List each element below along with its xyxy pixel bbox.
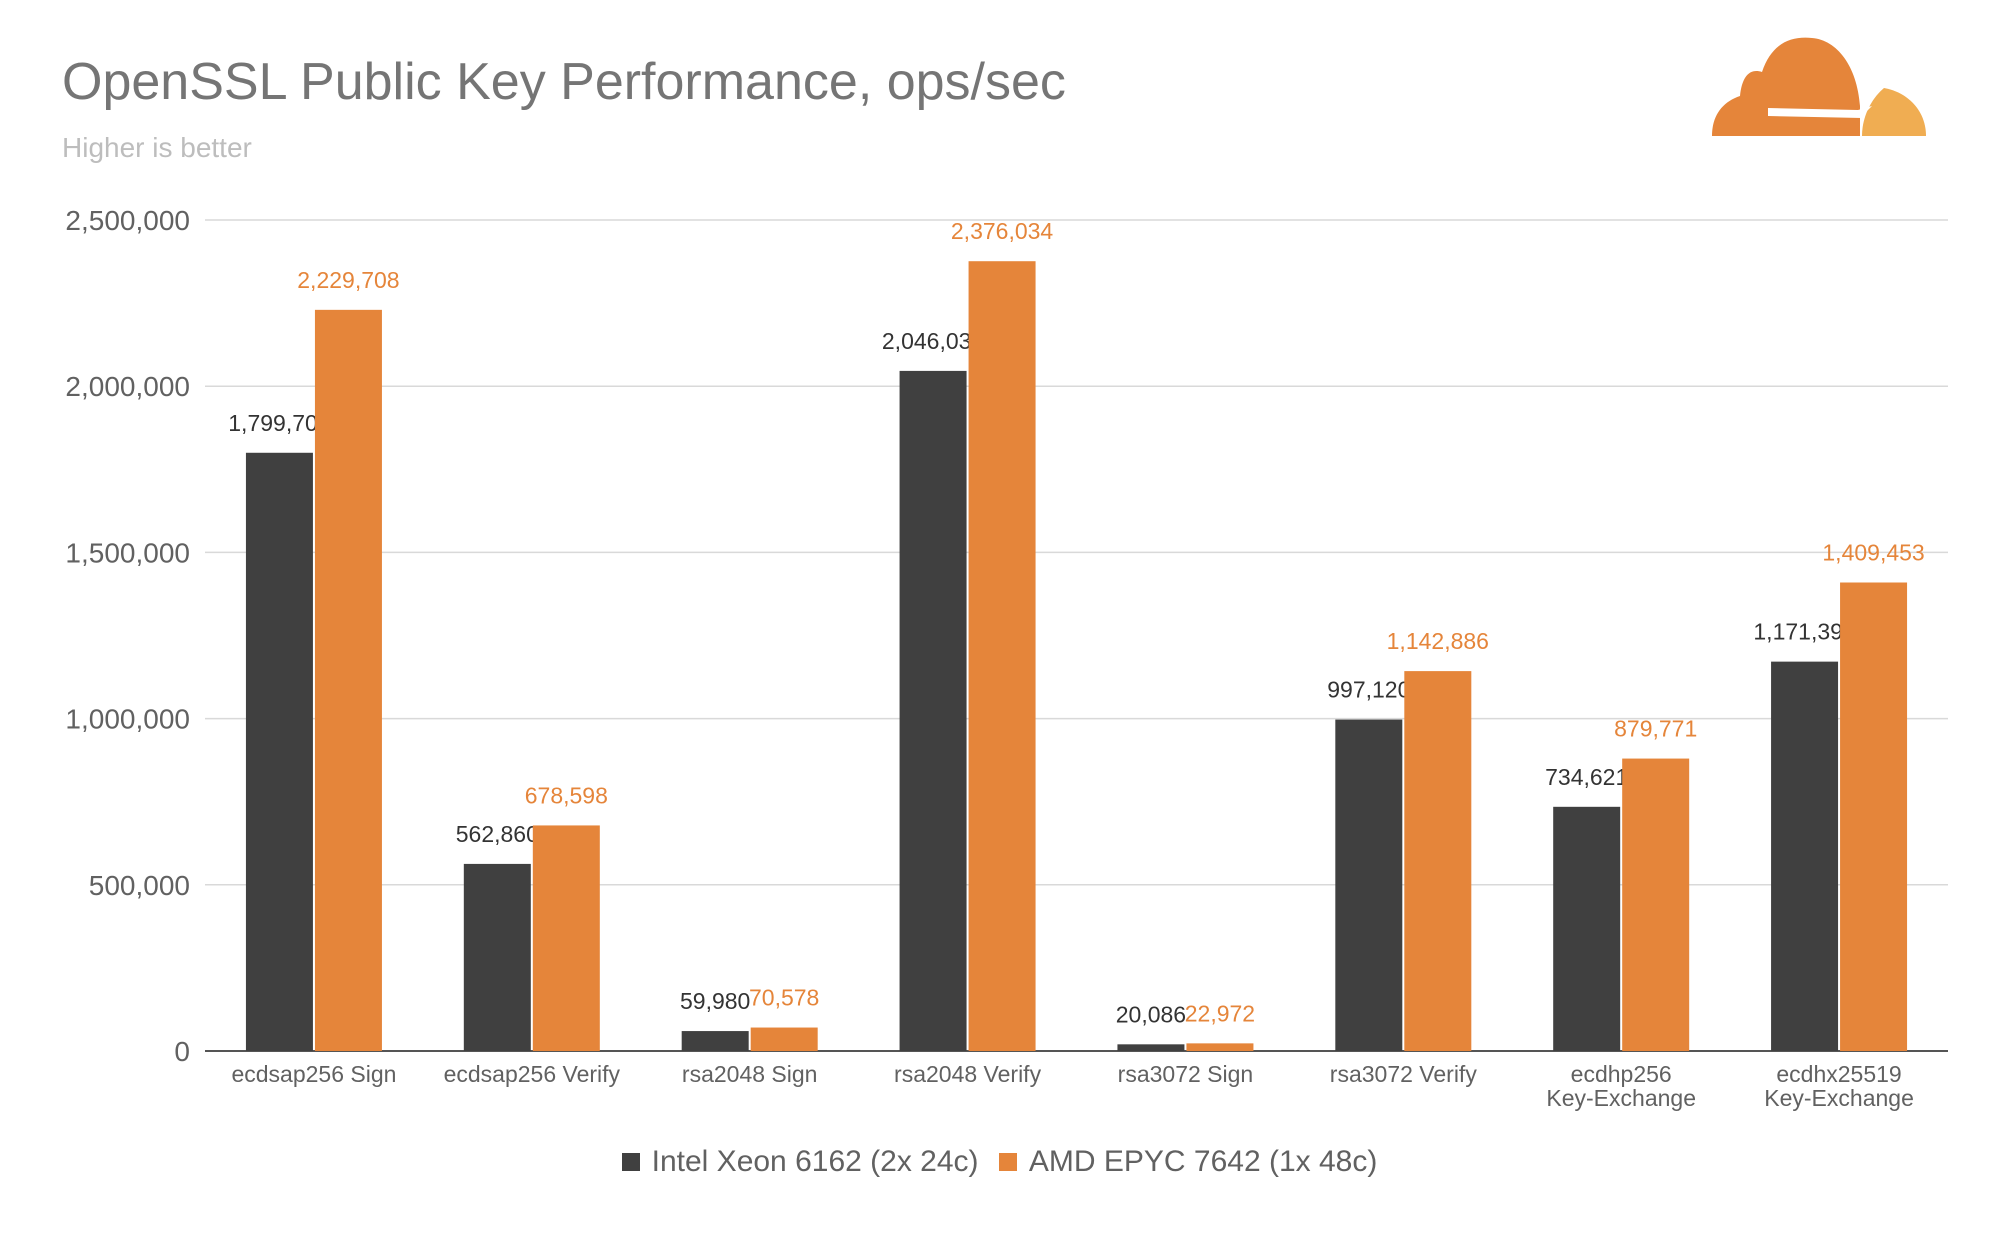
y-tick-label: 0 <box>174 1036 190 1067</box>
bar-intel <box>1117 1044 1185 1051</box>
bar-amd <box>1186 1043 1254 1051</box>
y-tick-label: 2,500,000 <box>65 205 190 236</box>
bar-chart: 0 500,000 1,000,000 1,500,000 2,000,000 2,500… <box>65 205 1948 1111</box>
x-tick-label: Key-Exchange <box>1546 1085 1696 1111</box>
bar-amd <box>532 825 600 1051</box>
chart-title: OpenSSL Public Key Performance, ops/sec <box>62 53 1066 111</box>
bar-intel <box>463 863 531 1051</box>
y-tick-label: 2,000,000 <box>65 371 190 402</box>
data-label: 1,799,709 <box>228 410 330 436</box>
x-tick-label: ecdsap256 Sign <box>231 1061 396 1087</box>
bar-amd <box>968 261 1036 1051</box>
x-tick-label: ecdhx25519 <box>1776 1061 1901 1087</box>
bar-intel <box>245 452 313 1051</box>
data-label: 562,860 <box>456 821 539 847</box>
x-tick-label: ecdsap256 Verify <box>444 1061 621 1087</box>
x-tick-label: rsa2048 Verify <box>894 1061 1042 1087</box>
x-tick-label: rsa2048 Sign <box>682 1061 818 1087</box>
x-tick-label: Key-Exchange <box>1764 1085 1914 1111</box>
data-label: 997,120 <box>1327 677 1410 703</box>
bar-intel <box>681 1031 749 1051</box>
bar-amd <box>750 1027 818 1051</box>
legend-item-intel[interactable]: Intel Xeon 6162 (2x 24c) <box>621 1145 979 1179</box>
y-tick-label: 1,500,000 <box>65 537 190 568</box>
y-tick-label: 1,000,000 <box>65 704 190 735</box>
data-label: 20,086 <box>1116 1001 1186 1027</box>
data-label: 1,142,886 <box>1387 628 1489 654</box>
legend-swatch-intel <box>621 1153 640 1171</box>
data-label: 1,409,453 <box>1822 539 1924 565</box>
x-tick-label: rsa3072 Sign <box>1118 1061 1254 1087</box>
cloudflare-logo-icon <box>1712 37 1926 136</box>
data-label: 1,171,393 <box>1753 619 1855 645</box>
data-label: 59,980 <box>680 988 750 1014</box>
bar-intel <box>1553 806 1621 1051</box>
data-label: 70,578 <box>749 985 819 1011</box>
data-label: 2,376,034 <box>951 218 1054 244</box>
legend: Intel Xeon 6162 (2x 24c) AMD EPYC 7642 (… <box>0 1145 1999 1179</box>
bar-amd <box>314 309 382 1051</box>
legend-item-amd[interactable]: AMD EPYC 7642 (1x 48c) <box>998 1145 1378 1179</box>
bar-amd <box>1404 671 1472 1051</box>
legend-label: AMD EPYC 7642 (1x 48c) <box>1028 1145 1378 1178</box>
data-label: 678,598 <box>525 782 608 808</box>
data-label: 879,771 <box>1614 716 1697 742</box>
data-label: 22,972 <box>1185 1000 1255 1026</box>
legend-swatch-amd <box>998 1153 1017 1171</box>
bar-intel <box>1771 661 1839 1051</box>
x-tick-label: rsa3072 Verify <box>1330 1061 1478 1087</box>
legend-label: Intel Xeon 6162 (2x 24c) <box>651 1145 979 1178</box>
chart-subtitle: Higher is better <box>62 132 252 163</box>
data-label: 2,046,030 <box>882 328 984 354</box>
data-label: 734,621 <box>1545 764 1628 790</box>
data-label: 2,229,708 <box>297 267 399 293</box>
x-tick-label: ecdhp256 <box>1571 1061 1672 1087</box>
y-tick-label: 500,000 <box>89 870 190 901</box>
bar-intel <box>899 370 967 1051</box>
bar-amd <box>1840 582 1908 1051</box>
bar-intel <box>1335 719 1403 1051</box>
bar-amd <box>1622 758 1690 1051</box>
